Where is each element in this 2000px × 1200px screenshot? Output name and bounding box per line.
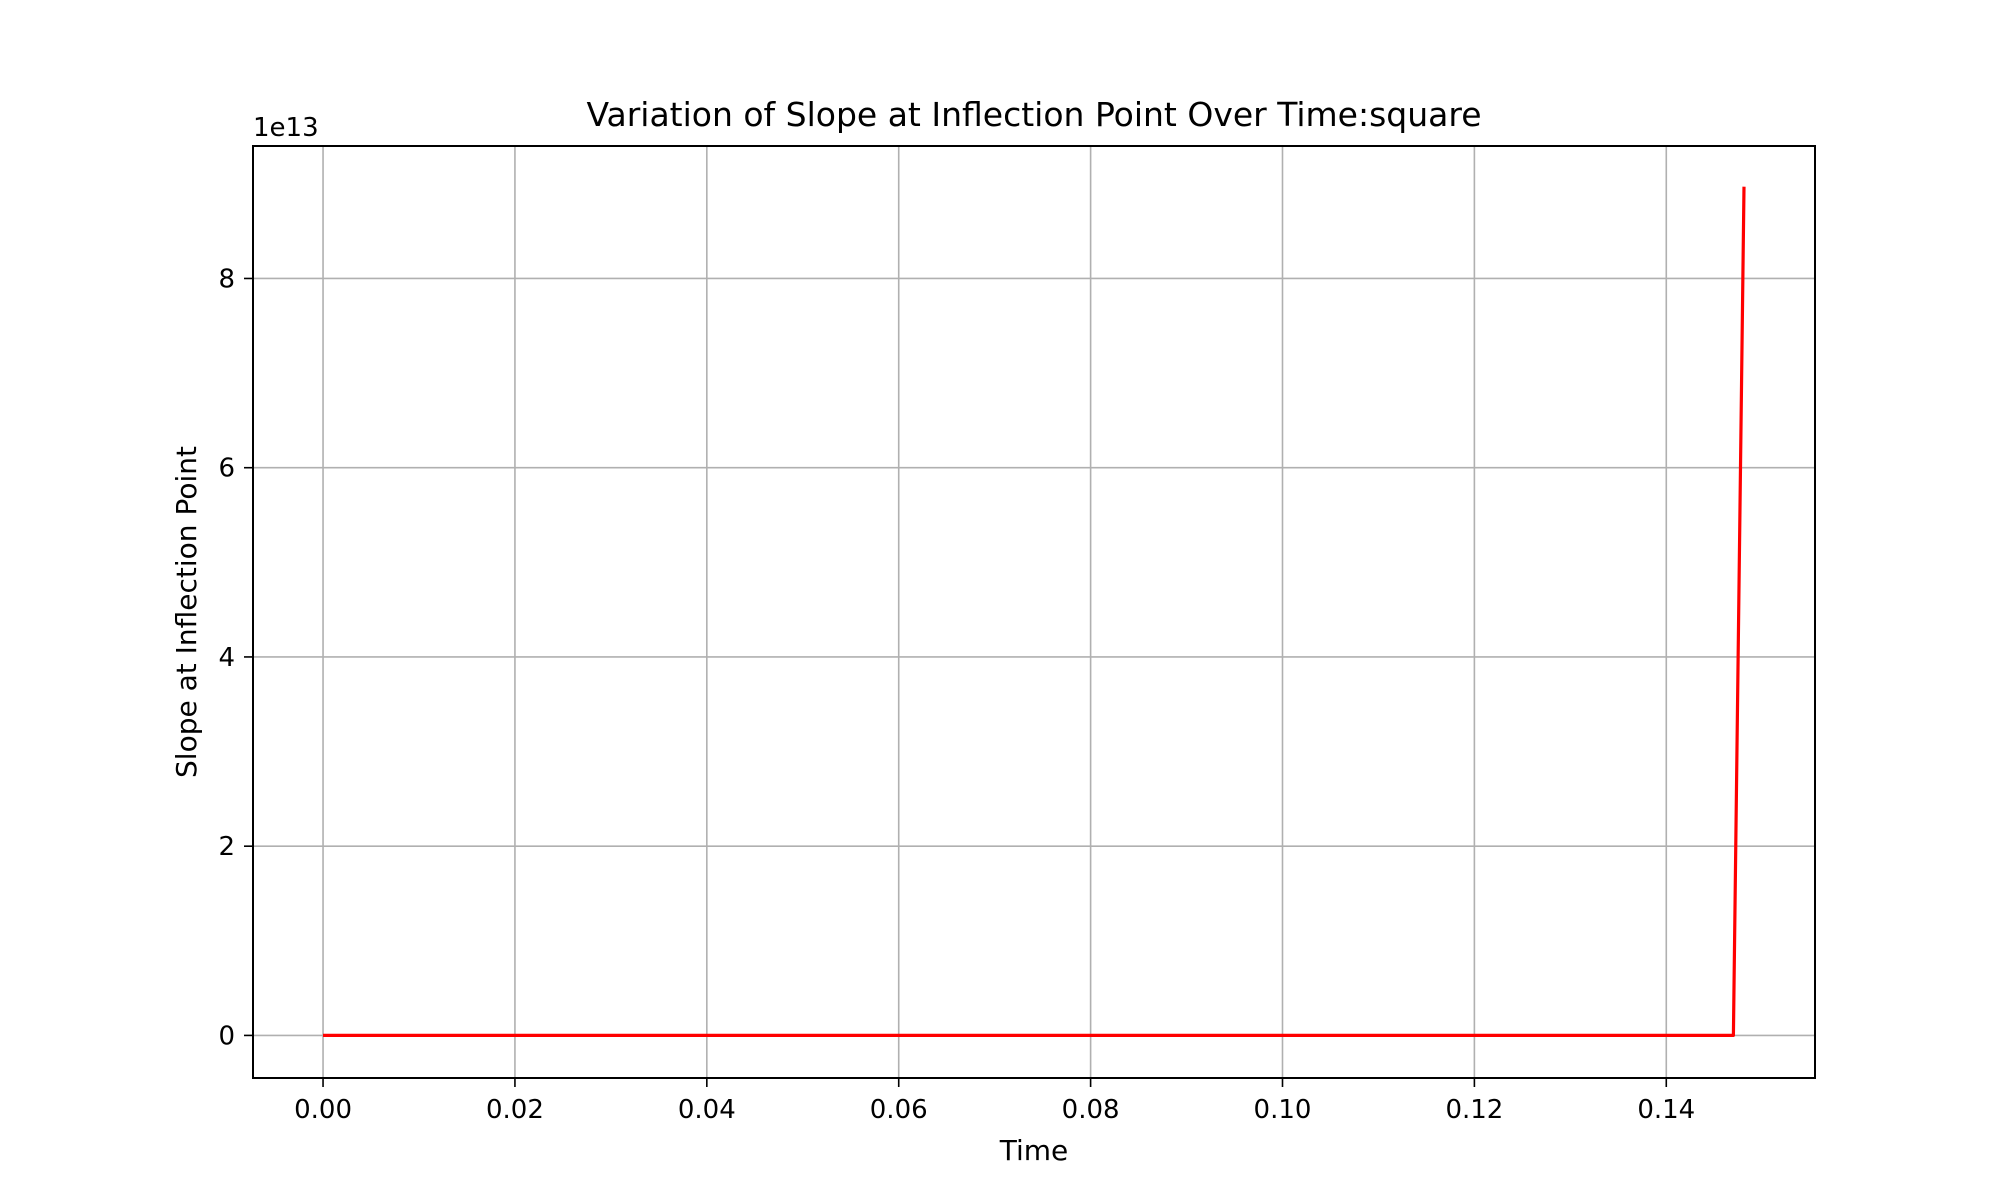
x-tick-label: 0.00 <box>294 1095 352 1125</box>
x-tick-label: 0.14 <box>1637 1095 1695 1125</box>
x-tick-label: 0.10 <box>1254 1095 1312 1125</box>
y-offset-label: 1e13 <box>253 113 319 143</box>
x-tick-label: 0.08 <box>1062 1095 1120 1125</box>
chart-title: Variation of Slope at Inflection Point O… <box>586 95 1481 134</box>
y-axis-label: Slope at Inflection Point <box>170 446 203 778</box>
x-tick-label: 0.06 <box>870 1095 928 1125</box>
x-tick-label: 0.02 <box>486 1095 544 1125</box>
series-line <box>323 186 1746 1038</box>
y-tick-label: 6 <box>218 454 235 484</box>
y-tick-label: 8 <box>218 264 235 294</box>
y-tick-label: 2 <box>218 832 235 862</box>
x-tick-label: 0.04 <box>678 1095 736 1125</box>
ticks: 0.00 0.02 0.04 0.06 0.08 0.10 0.12 0.14 0 2 4 6 8 <box>218 264 1695 1125</box>
grid <box>253 146 1815 1078</box>
x-tick-label: 0.12 <box>1445 1095 1503 1125</box>
x-axis-label: Time <box>999 1134 1069 1167</box>
y-tick-label: 0 <box>218 1021 235 1051</box>
plot-frame <box>252 145 1816 1079</box>
y-tick-label: 4 <box>218 643 235 673</box>
series-layer <box>323 186 1746 1038</box>
